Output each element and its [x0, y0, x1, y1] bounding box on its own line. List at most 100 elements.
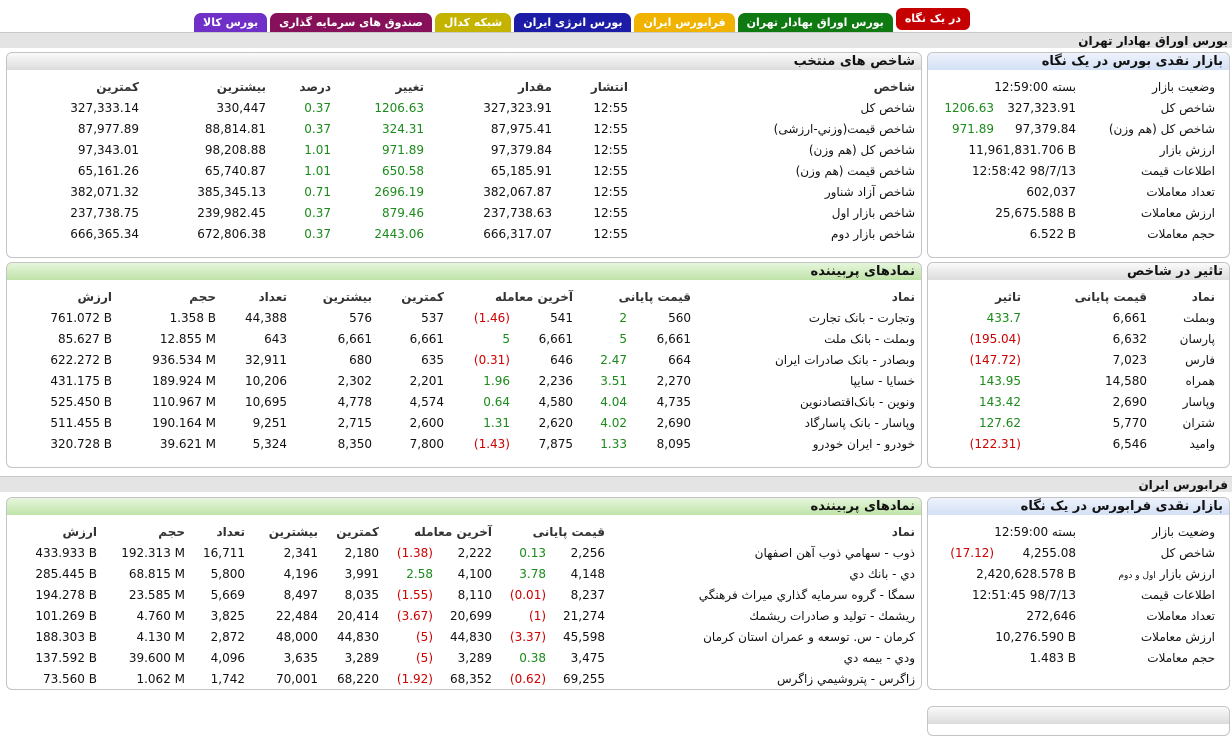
summary-row: اطلاعات قیمت 12:58:42 98/7/13 [928, 160, 1229, 181]
cell-value: 110.967 M [152, 394, 216, 409]
tab[interactable]: فرابورس ایران [634, 13, 735, 33]
panel-title: نمادهای پربیننده [7, 498, 921, 515]
summary-label: تعداد معاملات [1076, 605, 1229, 626]
cell-value: 4,100 [457, 566, 492, 581]
cell-value: 2,270 [656, 373, 692, 388]
summary-value: 12:58:42 98/7/13 [972, 163, 1077, 178]
cell-value: 385,345.13 [197, 184, 266, 199]
cell-value: 650.58 [382, 163, 424, 178]
tab[interactable]: بورس اوراق بهادار تهران [737, 13, 893, 33]
summary-change: (17.12) [950, 545, 995, 560]
cell-value: 12:55 [593, 163, 628, 178]
data-row: وبملت - بانک ملت 6,661 5 6,661 5 6,661 6,661 64… [7, 328, 921, 349]
data-row: شاخص بازار دوم 12:55 666,317.07 2443.06 0.37… [7, 223, 921, 244]
row-name: خسایا - سایپا [849, 373, 916, 388]
tab[interactable]: شبکه کدال [434, 13, 512, 33]
tab[interactable]: در یک نگاه [895, 8, 970, 30]
cell-value: 6,546 [1112, 436, 1147, 451]
summary-row: ارزش معاملات 25,675.588 B [928, 202, 1229, 223]
cell-value: 3,475 [570, 650, 606, 665]
cell-value: 0.37 [304, 205, 331, 220]
cell-value: 3.78 [519, 566, 547, 581]
cell-value: 9,251 [252, 415, 287, 430]
cell-value: 511.455 B [50, 415, 112, 430]
row-name: فارس [1185, 352, 1215, 367]
cell-value: 6,661 [656, 331, 692, 346]
cell-value: (1) [529, 608, 547, 623]
summary-value: 327,323.91 [1007, 100, 1077, 115]
cell-value: 1,742 [210, 671, 245, 686]
panel-title: بازار نقدی فرابورس در یک نگاه [928, 498, 1229, 515]
cell-value: 285.445 B [35, 566, 97, 581]
cell-value: 0.13 [519, 545, 547, 560]
cell-value: 8,237 [570, 587, 606, 602]
cell-value: 192.313 M [121, 545, 185, 560]
cell-value: 4,735 [656, 394, 692, 409]
cell-value: 22,484 [276, 608, 318, 623]
cell-value: 5 [502, 331, 510, 346]
cell-value: 73.560 B [42, 671, 97, 686]
cell-value: (0.62) [509, 671, 547, 686]
cell-value: 3,825 [210, 608, 245, 623]
cell-value: 320.728 B [50, 436, 112, 451]
column-header: آخرین معامله [494, 289, 573, 304]
data-row: ذوب - سهامي ذوب آهن اصفهان 2,256 0.13 2,222… [7, 542, 921, 563]
summary-label: حجم معاملات [1076, 647, 1229, 668]
summary-row: تعداد معاملات 272,646 [928, 605, 1229, 626]
cell-value: 87,975.41 [490, 121, 552, 136]
cell-value: 327,333.14 [70, 100, 139, 115]
cell-value: 1.01 [304, 163, 331, 178]
cell-value: 5 [619, 331, 628, 346]
label-text: وضعیت بازار [1152, 524, 1216, 539]
row-name: زاگرس - پتروشيمي زاگرس [777, 671, 916, 686]
cell-value: (5) [416, 650, 433, 665]
cell-value: 88,814.81 [204, 121, 266, 136]
cell-value: 382,067.87 [483, 184, 552, 199]
cell-value: 4,580 [538, 394, 573, 409]
cell-value: 4.130 M [136, 629, 185, 644]
column-header: قیمت پایانی [618, 289, 692, 304]
summary-row: وضعیت بازار بسته 12:59:00 [928, 76, 1229, 97]
column-header: بیشترین [216, 79, 266, 94]
column-header: درصد [299, 79, 331, 94]
summary-value: بسته 12:59:00 [994, 79, 1077, 94]
data-row: ودي - بيمه دي 3,475 0.38 3,289 (5) 3,289 3,635… [7, 647, 921, 668]
tab[interactable]: بورس انرژی ایران [514, 13, 632, 33]
cell-value: 2696.19 [374, 184, 424, 199]
tab[interactable]: صندوق های سرمایه گذاری [270, 13, 432, 33]
cell-value: 382,071.32 [70, 184, 139, 199]
section-bar: بورس اوراق بهادار تهران [0, 32, 1232, 48]
cell-value: 879.46 [382, 205, 424, 220]
row-name: وبملت - بانک ملت [824, 331, 916, 346]
summary-row: شاخص کل 327,323.91 1206.63 [928, 97, 1229, 118]
column-header: آخرین معامله [413, 524, 492, 539]
page: {"tabs": [ {"label": "در یک نگاه", "colo… [0, 8, 1232, 736]
summary-label: تعداد معاملات [1076, 181, 1229, 202]
cell-value: 68.815 M [128, 566, 185, 581]
column-header: کمترین [336, 524, 379, 539]
panel-title: تاثیر در شاخص [928, 263, 1229, 280]
cell-value: 12:55 [593, 121, 628, 136]
data-row: وبملت 6,661 433.7 [928, 307, 1229, 328]
data-table: نماد قیمت پایانی تاثیر وبملت 6,661 433.7 پارسا… [928, 286, 1229, 454]
cell-value: 188.303 B [35, 629, 97, 644]
summary-label: اطلاعات قیمت [1076, 160, 1229, 181]
cell-value: 39.600 M [128, 650, 185, 665]
tab[interactable]: بورس کالا [194, 13, 268, 33]
cell-value: 560 [668, 310, 692, 325]
data-table: شاخص انتشار مقدار تغییر درصد بیشترین کمترین شاخ… [7, 76, 921, 244]
row-name: همراه [1185, 373, 1215, 388]
cell-value: (3.67) [396, 608, 433, 623]
cell-value: (5) [416, 629, 433, 644]
panel: شاخص های منتخب شاخص انتشار مقدار تغییر درصد بی… [6, 52, 922, 258]
column-header: نماد [891, 289, 916, 304]
data-row: وبصادر - بانک صادرات ایران 664 2.47 646 (0.3… [7, 349, 921, 370]
column-header: قیمت پایانی [532, 524, 606, 539]
cell-value: 2,180 [344, 545, 379, 560]
summary-value: 12:51:45 98/7/13 [972, 587, 1077, 602]
label-text: حجم معاملات [1147, 226, 1216, 241]
column-header: حجم [189, 289, 216, 304]
cell-value: 1.31 [483, 415, 510, 430]
column-header: تعداد [258, 289, 287, 304]
cell-value: 48,000 [276, 629, 318, 644]
